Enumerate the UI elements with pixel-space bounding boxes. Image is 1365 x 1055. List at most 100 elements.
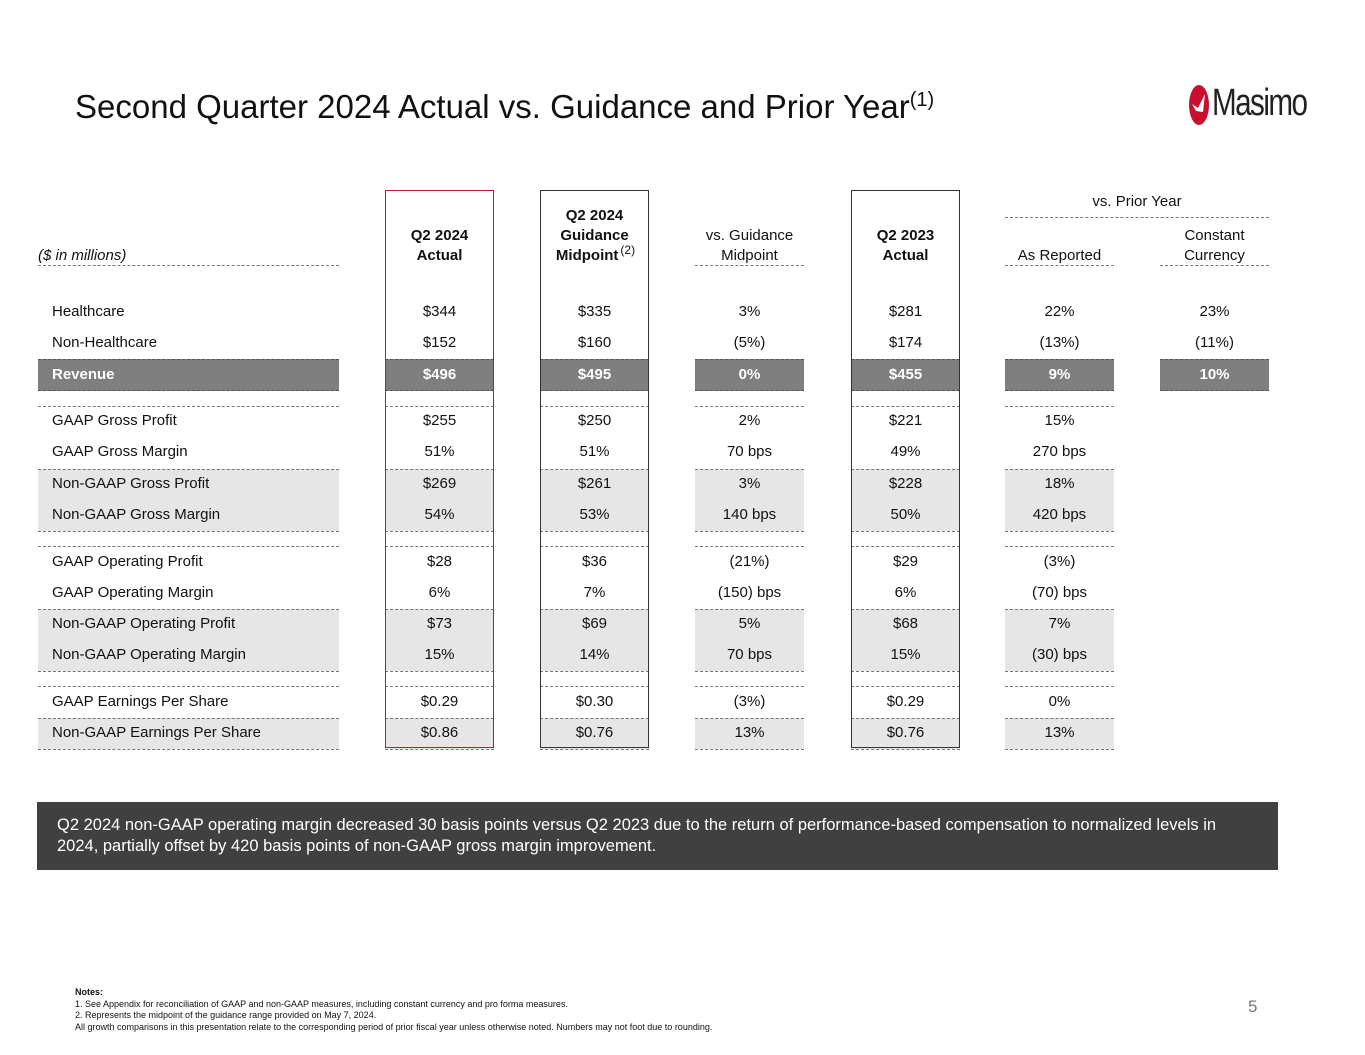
header-q2-2024-actual: Q2 2024 Actual <box>410 227 469 264</box>
table-cell: (11%) <box>1195 334 1234 351</box>
row-label: Non-GAAP Operating Profit <box>52 615 236 632</box>
page-number: 5 <box>1248 997 1258 1016</box>
header-rule <box>38 265 339 266</box>
row-label: Non-GAAP Gross Margin <box>52 506 221 523</box>
table-cell: $0.76 <box>575 724 614 741</box>
table-cell: 54% <box>424 506 455 523</box>
section-rule <box>695 546 804 547</box>
row-label: GAAP Operating Profit <box>52 553 203 570</box>
table-cell: (13%) <box>1039 334 1080 351</box>
non-gaap-row-shade <box>1005 718 1114 749</box>
row-rule <box>38 609 339 610</box>
unit-label: ($ in millions) <box>38 247 127 264</box>
row-rule <box>695 671 804 672</box>
section-rule <box>851 546 960 547</box>
row-rule <box>540 609 649 610</box>
section-rule <box>540 406 649 407</box>
table-cell: $495 <box>577 366 612 383</box>
table-cell: 0% <box>738 366 761 383</box>
row-rule <box>695 609 804 610</box>
row-rule <box>38 469 339 470</box>
section-rule <box>540 686 649 687</box>
table-cell: (3%) <box>1043 553 1076 570</box>
section-rule <box>1005 406 1114 407</box>
table-cell: $0.29 <box>886 693 925 710</box>
non-gaap-row-shade <box>695 609 804 671</box>
table-cell: $0.29 <box>420 693 459 710</box>
row-label: GAAP Earnings Per Share <box>52 693 229 710</box>
row-rule <box>851 609 960 610</box>
row-rule <box>38 749 339 750</box>
row-label: GAAP Gross Margin <box>52 443 188 460</box>
row-rule <box>38 671 339 672</box>
table-cell: 15% <box>890 646 921 663</box>
table-cell: 6% <box>894 584 917 601</box>
table-cell: 5% <box>738 615 761 632</box>
row-rule <box>851 749 960 750</box>
section-rule <box>695 406 804 407</box>
non-gaap-row-shade <box>540 609 649 671</box>
table-cell: $29 <box>892 553 919 570</box>
table-cell: 23% <box>1199 303 1230 320</box>
row-rule <box>540 531 649 532</box>
row-rule <box>540 671 649 672</box>
section-rule <box>385 546 494 547</box>
table-cell: $455 <box>888 366 923 383</box>
guidance-footnote: (2) <box>620 243 636 257</box>
section-rule <box>38 686 339 687</box>
table-cell: $221 <box>888 412 923 429</box>
row-rule <box>385 671 494 672</box>
header-rule <box>1005 217 1269 218</box>
table-cell: $68 <box>892 615 919 632</box>
revenue-row-bar <box>695 359 804 391</box>
footnotes: Notes: 1. See Appendix for reconciliatio… <box>75 987 713 1032</box>
table-cell: (150) bps <box>717 584 782 601</box>
table-cell: (5%) <box>733 334 766 351</box>
section-rule <box>38 546 339 547</box>
table-cell: 3% <box>738 303 761 320</box>
table-cell: $261 <box>577 475 612 492</box>
table-cell: $269 <box>422 475 457 492</box>
table-cell: 18% <box>1044 475 1075 492</box>
non-gaap-row-shade <box>540 469 649 531</box>
row-rule <box>1005 531 1114 532</box>
row-rule <box>385 749 494 750</box>
non-gaap-row-shade <box>695 718 804 749</box>
page-title: Second Quarter 2024 Actual vs. Guidance … <box>75 88 935 125</box>
table-cell: 13% <box>1044 724 1075 741</box>
non-gaap-row-shade <box>1005 469 1114 531</box>
q2-2024-actual-column-frame <box>385 190 494 748</box>
title-footnote: (1) <box>909 89 935 111</box>
row-rule <box>851 531 960 532</box>
row-label: GAAP Operating Margin <box>52 584 214 601</box>
table-cell: 270 bps <box>1032 443 1087 460</box>
table-cell: 140 bps <box>722 506 777 523</box>
table-cell: 420 bps <box>1032 506 1087 523</box>
section-rule <box>540 546 649 547</box>
row-rule <box>1005 749 1114 750</box>
non-gaap-row-shade <box>38 469 339 531</box>
row-rule <box>38 531 339 532</box>
table-cell: 14% <box>579 646 610 663</box>
section-rule <box>1005 546 1114 547</box>
row-label: Non-GAAP Gross Profit <box>52 475 210 492</box>
row-rule <box>695 469 804 470</box>
revenue-row-bar <box>540 359 649 391</box>
non-gaap-row-shade <box>695 469 804 531</box>
header-rule <box>695 265 804 266</box>
table-cell: 53% <box>579 506 610 523</box>
table-cell: $174 <box>888 334 923 351</box>
table-cell: $281 <box>888 303 923 320</box>
table-cell: (70) bps <box>1031 584 1088 601</box>
row-label: GAAP Gross Profit <box>52 412 177 429</box>
header-q2-2023-actual: Q2 2023 Actual <box>876 227 935 264</box>
row-rule <box>540 469 649 470</box>
row-label: Non-GAAP Operating Margin <box>52 646 246 663</box>
table-cell: $160 <box>577 334 612 351</box>
row-rule <box>695 749 804 750</box>
table-cell: (21%) <box>729 553 770 570</box>
revenue-row-bar <box>851 359 960 391</box>
table-cell: 22% <box>1044 303 1075 320</box>
header-as-reported: As Reported <box>1017 247 1102 264</box>
revenue-row-bar <box>38 359 339 391</box>
